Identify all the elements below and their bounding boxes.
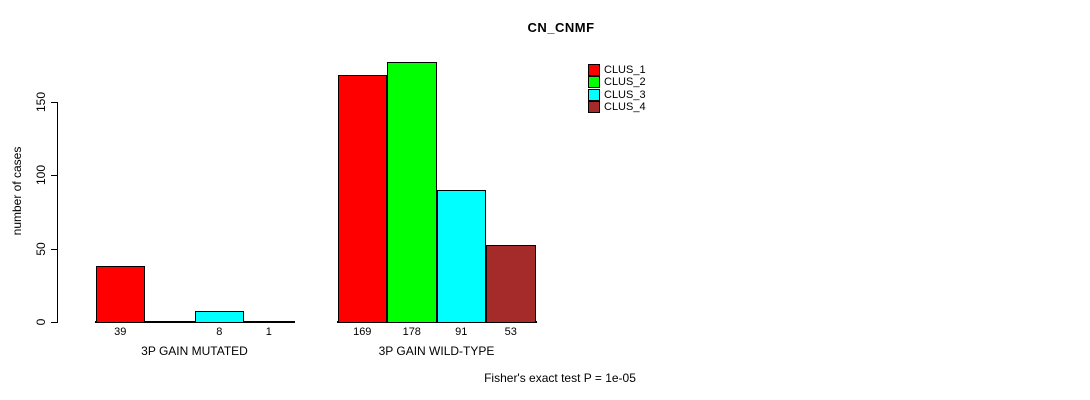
legend-color-swatch-clus_2 (588, 76, 600, 89)
bar-clus_3-group1 (194, 311, 244, 323)
legend-entry: CLUS_1 (588, 64, 708, 76)
chart-title: CN_CNMF (527, 20, 595, 35)
bar-value-label: 178 (402, 326, 421, 338)
bar-value-label: 39 (114, 326, 127, 338)
y-axis-tick-label: 150 (34, 91, 48, 113)
legend-entry-label: CLUS_3 (604, 88, 646, 101)
y-axis-tick (51, 175, 57, 177)
legend-color-swatch-clus_4 (588, 101, 600, 114)
bar-clus_2-group2 (387, 62, 437, 323)
bar-value-label: 8 (216, 326, 223, 338)
y-axis-label: number of cases (10, 146, 24, 236)
bar-clus_1-group2 (337, 75, 387, 323)
category-label: 3P GAIN MUTATED (141, 344, 248, 358)
y-axis-tick (51, 102, 57, 103)
legend: CLUS_1 CLUS_2 CLUS_3 CLUS_4 (588, 64, 708, 128)
bar-clus_4-group2 (486, 245, 536, 323)
y-axis-line (57, 102, 58, 323)
y-axis-tick-label: 0 (34, 318, 48, 326)
bar-value-label: 91 (455, 326, 468, 338)
legend-color-swatch-clus_3 (588, 88, 600, 101)
legend-entry-label: CLUS_1 (604, 64, 646, 76)
y-axis-tick-label: 50 (34, 241, 48, 256)
bar-clus_1-group1 (95, 266, 145, 323)
y-axis-tick-label: 100 (34, 165, 48, 186)
legend-entry: CLUS_2 (588, 76, 708, 89)
bar-value-label: 169 (353, 326, 372, 338)
bar-value-label: 53 (504, 326, 517, 338)
y-axis-tick (51, 322, 57, 323)
bar-clus_3-group2 (436, 190, 486, 323)
legend-entry: CLUS_4 (588, 101, 708, 114)
y-axis-tick (51, 248, 57, 250)
bar-clus_4-group1 (244, 321, 294, 323)
category-label: 3P GAIN WILD-TYPE (378, 344, 495, 358)
legend-color-swatch-clus_1 (588, 64, 600, 76)
fisher-test-note: Fisher's exact test P = 1e-05 (484, 371, 636, 385)
bar-value-label: 1 (265, 326, 272, 338)
legend-entry-label: CLUS_4 (604, 101, 646, 114)
legend-entry: CLUS_3 (588, 88, 708, 101)
legend-entry-label: CLUS_2 (604, 76, 646, 89)
